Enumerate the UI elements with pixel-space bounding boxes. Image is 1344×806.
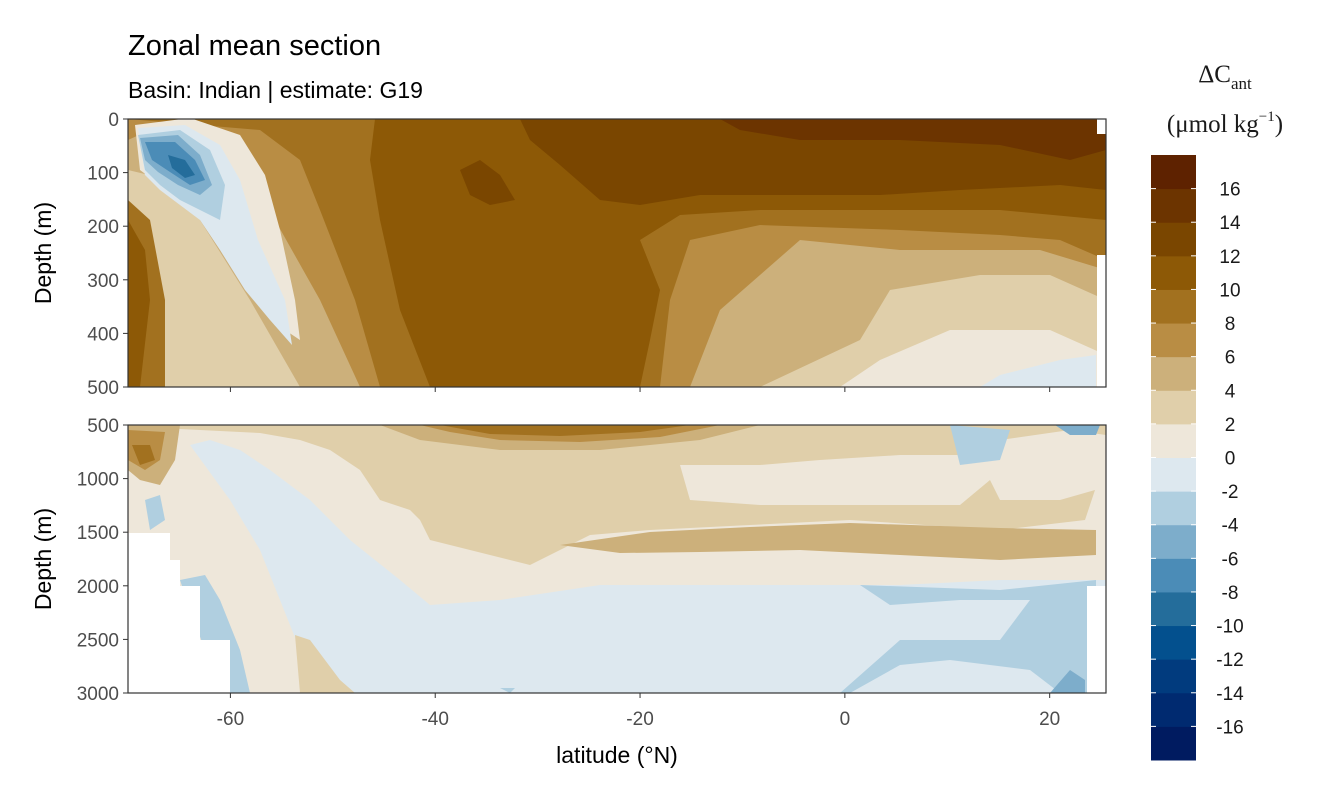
x-tick-label: 0 bbox=[840, 709, 851, 730]
legend-label: -10 bbox=[1216, 617, 1243, 638]
contours-upper bbox=[128, 119, 1106, 387]
xticks-lower: -60 -40 -20 0 20 bbox=[217, 693, 1060, 730]
y-tick-label: 2000 bbox=[77, 577, 119, 598]
legend-labels: 16 14 12 10 8 6 4 2 0 -2 -4 -6 -8 -10 -12 -14 -16 bbox=[1151, 180, 1244, 738]
y-tick-label: 500 bbox=[87, 416, 119, 437]
x-axis-title: latitude (°N) bbox=[556, 742, 678, 768]
legend-swatch bbox=[1151, 356, 1196, 391]
contour-band bbox=[950, 425, 1010, 465]
y-tick-label: 1500 bbox=[77, 523, 119, 544]
y-axis-upper: 0 100 200 300 400 500 bbox=[87, 110, 128, 399]
legend-label: 14 bbox=[1219, 213, 1241, 234]
x-tick-label: -20 bbox=[626, 709, 653, 730]
legend-swatch bbox=[1151, 188, 1196, 223]
legend-swatch bbox=[1151, 289, 1196, 324]
legend: ΔCant (μmol kg−1) 16 14 12 10 8 6 4 2 0 -2 -4 -6 -8 -… bbox=[1151, 61, 1283, 761]
legend-swatch bbox=[1151, 491, 1196, 526]
y-tick-label: 100 bbox=[87, 164, 119, 185]
legend-swatch bbox=[1151, 692, 1196, 727]
chart-subtitle: Basin: Indian | estimate: G19 bbox=[128, 77, 423, 103]
legend-swatch bbox=[1151, 390, 1196, 425]
contour-band bbox=[500, 688, 515, 693]
y-tick-label: 300 bbox=[87, 271, 119, 292]
contour-band bbox=[145, 495, 165, 530]
legend-label: 12 bbox=[1219, 247, 1240, 268]
contour-band bbox=[840, 580, 1096, 693]
contour-band bbox=[128, 425, 1106, 565]
legend-title: ΔCant bbox=[1198, 61, 1252, 93]
contour-band bbox=[128, 425, 1106, 693]
legend-swatch bbox=[1151, 222, 1196, 257]
x-tick-label: -40 bbox=[421, 709, 448, 730]
panel-border bbox=[127, 424, 1107, 694]
panel-upper: 0 100 200 300 400 500 Depth (m) bbox=[30, 110, 1107, 399]
contour-band bbox=[1055, 425, 1100, 435]
no-data-gap bbox=[1097, 255, 1106, 387]
legend-swatch bbox=[1151, 659, 1196, 694]
contour-band bbox=[440, 425, 690, 436]
legend-swatch bbox=[1151, 591, 1196, 627]
chart-title: Zonal mean section bbox=[128, 30, 381, 62]
no-data-gap bbox=[1087, 586, 1106, 693]
legend-label: -2 bbox=[1222, 482, 1239, 503]
contour-band bbox=[128, 220, 150, 387]
legend-swatch bbox=[1151, 323, 1196, 358]
legend-swatch bbox=[1151, 155, 1196, 190]
contour-band bbox=[168, 155, 195, 178]
legend-label: -14 bbox=[1216, 684, 1244, 705]
legend-swatch bbox=[1151, 558, 1196, 593]
y-tick-label: 500 bbox=[87, 378, 119, 399]
contour-band bbox=[1050, 670, 1085, 693]
y-tick-label: 3000 bbox=[77, 684, 119, 705]
y-axis-title-upper: Depth (m) bbox=[30, 202, 56, 304]
legend-colorbar bbox=[1151, 155, 1196, 761]
legend-label: -4 bbox=[1222, 516, 1239, 537]
y-axis-lower: 500 1000 1500 2000 2500 3000 bbox=[77, 416, 128, 705]
legend-label: 6 bbox=[1225, 348, 1236, 369]
y-axis-title-lower: Depth (m) bbox=[30, 508, 56, 610]
y-tick-label: 2500 bbox=[77, 630, 119, 651]
y-tick-label: 1000 bbox=[77, 470, 119, 491]
legend-label: 0 bbox=[1225, 449, 1236, 470]
xticks-upper bbox=[229, 387, 1051, 392]
legend-label: 16 bbox=[1219, 180, 1240, 201]
legend-label: -16 bbox=[1216, 717, 1243, 738]
contours-lower bbox=[128, 425, 1106, 693]
legend-label: 4 bbox=[1225, 381, 1236, 402]
legend-label: -8 bbox=[1222, 583, 1239, 604]
legend-units: (μmol kg−1) bbox=[1167, 109, 1283, 138]
legend-label: 10 bbox=[1219, 280, 1240, 301]
legend-label: -6 bbox=[1222, 549, 1239, 570]
legend-swatch bbox=[1151, 625, 1196, 660]
legend-label: -12 bbox=[1216, 650, 1243, 671]
contour-band bbox=[295, 635, 355, 693]
legend-swatch bbox=[1151, 457, 1196, 492]
legend-swatch bbox=[1151, 524, 1196, 559]
panel-lower: -60 -40 -20 0 20 500 1000 1500 2000 2500 3000 Dep… bbox=[30, 416, 1107, 730]
contour-band bbox=[560, 523, 1096, 560]
contour-band bbox=[720, 119, 1106, 160]
contour-band bbox=[460, 160, 515, 205]
panel-border bbox=[127, 118, 1107, 388]
y-tick-label: 0 bbox=[108, 110, 119, 131]
legend-swatch bbox=[1151, 423, 1196, 458]
contour-band bbox=[132, 445, 155, 465]
legend-swatch bbox=[1151, 726, 1196, 761]
contour-band bbox=[980, 355, 1096, 387]
x-tick-label: 20 bbox=[1039, 709, 1060, 730]
x-tick-label: -60 bbox=[217, 709, 244, 730]
y-tick-label: 400 bbox=[87, 324, 119, 345]
legend-label: 2 bbox=[1225, 415, 1236, 436]
no-data-gap bbox=[128, 533, 230, 693]
legend-label: 8 bbox=[1225, 314, 1236, 335]
legend-swatch bbox=[1151, 255, 1196, 290]
y-tick-label: 200 bbox=[87, 217, 119, 238]
no-data-gap bbox=[1097, 119, 1106, 134]
